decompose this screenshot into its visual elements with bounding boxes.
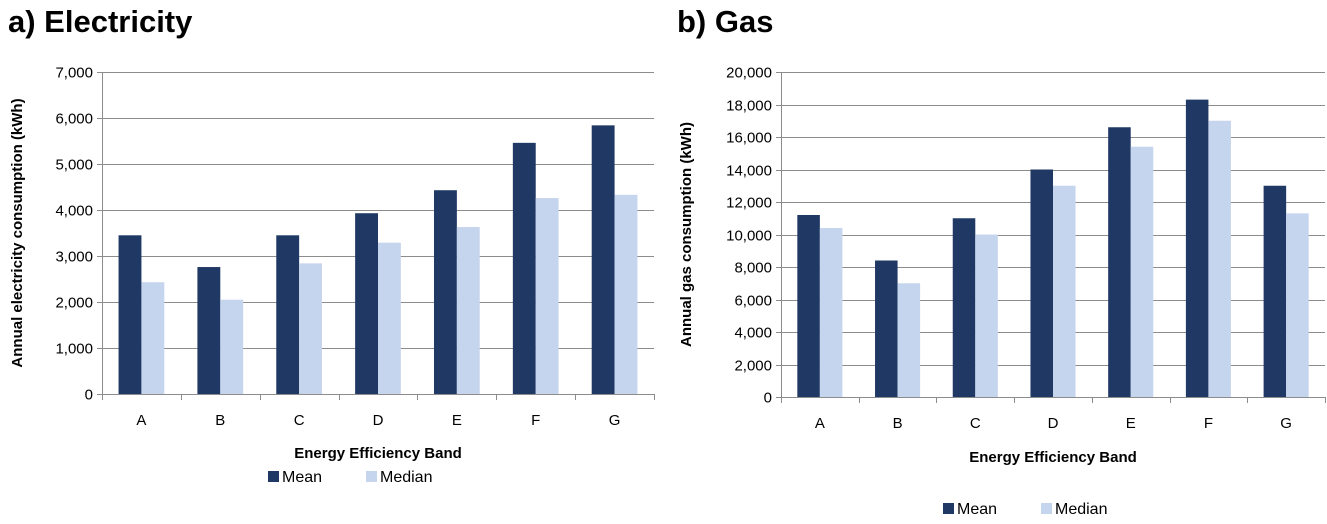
chart-a-x-tick-label: F [531,412,540,429]
chart-a-y-tick-label: 2,000 [55,295,93,312]
chart-b-bar-median-e [1130,146,1154,397]
chart-a-legend-swatch-median [366,471,377,482]
chart-a-x-tick-label: A [136,412,146,429]
chart-b-legend-swatch-mean [943,503,954,514]
chart-b-bar-mean-g [1263,185,1287,397]
chart-a-legend-swatch-mean [268,471,279,482]
chart-a-bar-mean-d [355,213,378,394]
chart-b-y-tick-label: 0 [764,390,772,407]
chart-b-y-tick-label: 20,000 [726,65,772,82]
chart-a-bar-median-c [299,263,323,394]
chart-a-y-tick-label: 0 [85,387,93,404]
chart-a-y-axis-title: Annual electricity consumption (kWh) [9,98,26,367]
chart-a-x-tick-label: B [215,412,225,429]
chart-a-bar-median-g [614,194,638,394]
chart-a-bar-median-f [535,198,559,394]
chart-b-legend-label-mean: Mean [957,501,997,518]
chart-b-x-tick-label: F [1204,415,1213,432]
chart-b-y-tick-label: 8,000 [734,260,772,277]
chart-a-y-tick-label: 7,000 [55,65,93,82]
chart-b-y-tick-label: 14,000 [726,163,772,180]
chart-a-bar-mean-a [118,235,142,394]
chart-b-bar-median-g [1286,213,1309,397]
chart-a-bar-median-e [456,227,480,394]
chart-b-title: b) Gas [677,4,774,39]
chart-a-x-tick-label: G [609,412,621,429]
chart-b-bar-mean-b [875,260,898,397]
chart-b-x-tick-label: B [893,415,903,432]
chart-b-x-tick-label: D [1048,415,1059,432]
chart-b-y-tick-label: 4,000 [734,325,772,342]
chart-b-y-tick-label: 6,000 [734,293,772,310]
chart-b-x-tick-label: G [1280,415,1292,432]
chart-b-bar-mean-f [1185,99,1209,397]
chart-a-y-tick-label: 1,000 [55,341,93,358]
chart-b-y-tick-label: 10,000 [726,228,772,245]
chart-b-bar-mean-e [1108,127,1131,397]
chart-a-bar-mean-g [591,125,615,395]
chart-b-y-tick-label: 12,000 [726,195,772,212]
chart-a-bar-mean-b [197,267,221,394]
chart-a-x-tick-label: C [294,412,305,429]
chart-a-bar-median-a [141,282,165,394]
chart-a-bar-mean-e [433,190,457,394]
chart-b-bar-median-d [1053,185,1076,397]
chart-a-x-tick-label: D [373,412,384,429]
chart-a-y-tick-label: 6,000 [55,111,93,128]
chart-b-x-tick-label: A [815,415,825,432]
chart-a-bar-median-d [378,242,401,394]
chart-a-x-tick-label: E [452,412,462,429]
chart-b-x-axis-title: Energy Efficiency Band [969,449,1137,466]
chart-a-bar-mean-f [512,142,536,394]
chart-a-bar-median-b [220,299,244,394]
chart-a-y-tick-label: 5,000 [55,157,93,174]
chart-b-y-axis-title: Annual gas consumption (kWh) [678,122,695,347]
chart-a-bar-mean-c [276,235,300,394]
chart-a-legend-label-mean: Mean [282,469,322,486]
chart-b-legend-swatch-median [1041,503,1052,514]
chart-b-bar-median-b [897,283,921,397]
chart-b-legend-label-median: Median [1055,501,1107,518]
chart-a-y-tick-label: 4,000 [55,203,93,220]
chart-b-bar-mean-d [1030,169,1053,397]
chart-b-bar-median-a [819,228,843,397]
chart-a-title: a) Electricity [8,4,193,39]
chart-b-y-tick-label: 16,000 [726,130,772,147]
chart-b-bar-mean-a [797,215,820,397]
chart-b-x-tick-label: E [1126,415,1136,432]
chart-a-legend-label-median: Median [380,469,432,486]
chart-a-x-axis-title: Energy Efficiency Band [294,445,462,462]
chart-b-bar-median-c [975,234,998,397]
chart-b-y-tick-label: 18,000 [726,98,772,115]
chart-a-y-tick-label: 3,000 [55,249,93,266]
chart-b-x-tick-label: C [970,415,981,432]
chart-b-y-tick-label: 2,000 [734,358,772,375]
chart-b-bar-mean-c [952,218,976,397]
chart-b-bar-median-f [1208,120,1231,397]
